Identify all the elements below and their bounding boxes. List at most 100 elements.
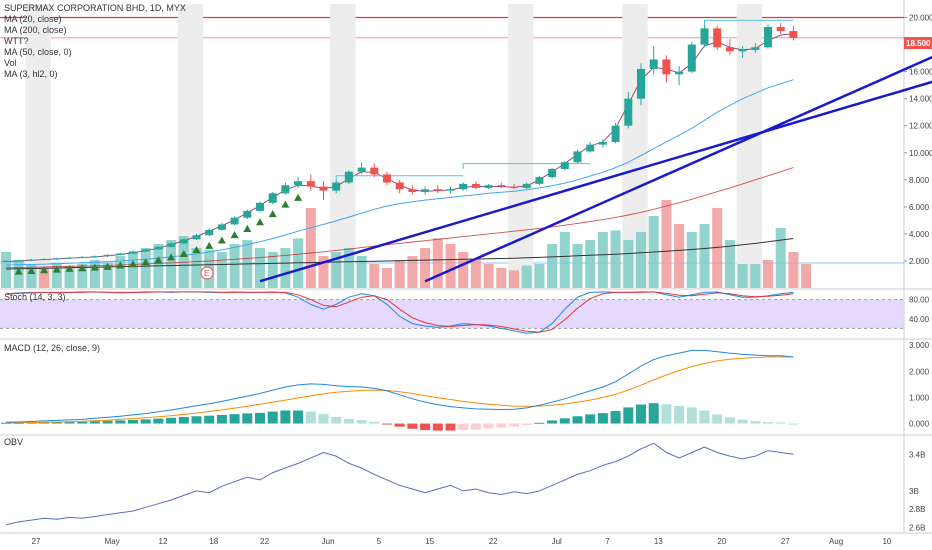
macd-tick-label: 1.000 bbox=[909, 393, 930, 402]
indicator-ma50[interactable]: MA (50, close, 0) bbox=[4, 47, 72, 57]
stoch-title[interactable]: Stoch (14, 3, 3) bbox=[4, 292, 66, 302]
volume-bar bbox=[801, 264, 812, 288]
indicator-ma200[interactable]: MA (200, close) bbox=[4, 25, 67, 35]
buy-signal-triangle bbox=[52, 265, 61, 273]
macd-histogram-bar bbox=[686, 407, 697, 424]
buy-signal-triangle bbox=[281, 200, 290, 208]
macd-histogram-bar bbox=[763, 422, 773, 424]
candle-body bbox=[52, 258, 61, 260]
buy-signal-triangle bbox=[78, 264, 87, 272]
ma20-line bbox=[5, 79, 794, 266]
macd-histogram-bar bbox=[280, 410, 291, 424]
buy-signal-triangle bbox=[217, 236, 226, 244]
buy-signal-triangle bbox=[230, 231, 239, 239]
macd-histogram-bar bbox=[585, 414, 596, 424]
time-tick-label: May bbox=[105, 537, 120, 546]
indicator-vol[interactable]: Vol bbox=[4, 58, 17, 68]
macd-histogram-bar bbox=[724, 417, 735, 424]
volume-bar bbox=[1, 252, 11, 288]
candles[interactable] bbox=[2, 22, 798, 263]
macd-histogram-bar bbox=[661, 404, 672, 424]
macd-histogram-bar bbox=[191, 416, 202, 424]
volume-bar bbox=[216, 252, 227, 288]
macd-histogram-bar bbox=[267, 411, 278, 424]
macd-histogram-bar bbox=[623, 407, 634, 424]
macd-histogram-bar bbox=[153, 418, 164, 424]
macd-histogram-bar bbox=[51, 421, 62, 424]
indicator-wtt[interactable]: WTT? bbox=[4, 36, 29, 46]
wtt-step-line bbox=[704, 19, 794, 26]
price-tick-label: 10.000 bbox=[909, 149, 932, 158]
candle-body bbox=[205, 229, 214, 236]
gridlines bbox=[0, 0, 932, 534]
macd-histogram-bar bbox=[394, 423, 405, 427]
candle-body bbox=[497, 185, 506, 187]
volume-bar bbox=[788, 252, 799, 288]
volume-bar bbox=[318, 256, 329, 288]
macd-histogram-bar bbox=[204, 415, 215, 424]
obv-title[interactable]: OBV bbox=[4, 437, 23, 447]
macd-histogram-bar bbox=[407, 423, 418, 429]
obv-tick-label: 3.4B bbox=[909, 450, 925, 459]
wtt-step-line bbox=[335, 175, 464, 182]
time-tick-label: 5 bbox=[377, 537, 382, 546]
macd-histogram-bar bbox=[1, 422, 11, 424]
candle-body bbox=[383, 174, 391, 183]
candle-body bbox=[776, 26, 785, 32]
price-tick-label: 4.000 bbox=[909, 230, 930, 239]
candle-body bbox=[179, 239, 188, 244]
buy-signal-triangle bbox=[205, 241, 214, 249]
candle-body bbox=[408, 189, 417, 192]
volume-bar bbox=[737, 264, 748, 288]
price-tick-label: 16.000 bbox=[909, 68, 932, 77]
macd-histogram-bar bbox=[77, 421, 88, 424]
volume-bar bbox=[331, 252, 342, 288]
macd-histogram-bar bbox=[369, 421, 380, 424]
macd-histogram-bar bbox=[547, 420, 558, 424]
volume-bar bbox=[775, 228, 786, 288]
volume-bar bbox=[750, 264, 761, 288]
volume-bar bbox=[166, 240, 177, 288]
macd-histogram-bar bbox=[216, 414, 227, 424]
volume-bar bbox=[597, 232, 608, 288]
candle-body bbox=[700, 28, 709, 45]
candle-body bbox=[662, 59, 671, 75]
indicator-ma3[interactable]: MA (3, hl2, 0) bbox=[4, 69, 58, 79]
candle-body bbox=[268, 193, 277, 203]
volume-bar bbox=[712, 208, 723, 288]
obv-panel[interactable]: 3.4B 3B 2.8B 2.6B bbox=[5, 442, 925, 532]
price-tick-label: 14.000 bbox=[909, 95, 932, 104]
macd-histogram-bar bbox=[483, 423, 494, 429]
price-axis: 2.000 4.000 6.000 8.000 10.000 12.000 14.000 16… bbox=[904, 14, 932, 266]
macd-title[interactable]: MACD (12, 26, close, 9) bbox=[4, 343, 100, 353]
macd-histogram-bar bbox=[331, 417, 342, 424]
earnings-marker-icon[interactable] bbox=[200, 266, 214, 280]
time-tick-label: Jun bbox=[322, 537, 335, 546]
volume-bar bbox=[343, 248, 354, 288]
macd-histogram-bar bbox=[648, 403, 659, 424]
stoch-d-line bbox=[5, 291, 794, 333]
shading-band bbox=[330, 4, 356, 288]
macd-histogram-bar bbox=[64, 421, 75, 424]
buy-signal-triangle bbox=[27, 266, 36, 274]
buy-signal-triangle bbox=[40, 266, 49, 274]
candle-body bbox=[548, 168, 557, 178]
obv-tick-label: 2.6B bbox=[909, 523, 925, 532]
time-tick-label: 22 bbox=[260, 537, 269, 546]
macd-histogram-bar bbox=[737, 419, 748, 424]
indicator-ma20[interactable]: MA (20, close) bbox=[4, 14, 62, 24]
volume-bar bbox=[470, 260, 481, 288]
candle-body bbox=[598, 141, 607, 145]
candle-body bbox=[573, 151, 582, 163]
stoch-panel[interactable]: 80.00 40.00 bbox=[0, 291, 930, 334]
volume-bar bbox=[572, 244, 583, 288]
candle-body bbox=[306, 181, 315, 187]
candle-body bbox=[40, 258, 49, 260]
trend-lines[interactable] bbox=[259, 18, 932, 283]
macd-histogram-bar bbox=[674, 406, 685, 424]
candle-body bbox=[421, 189, 430, 192]
buy-signals bbox=[14, 193, 303, 275]
buy-signal-triangle bbox=[14, 267, 23, 275]
macd-panel[interactable]: 3.000 2.000 1.000 0.000 bbox=[1, 341, 930, 431]
